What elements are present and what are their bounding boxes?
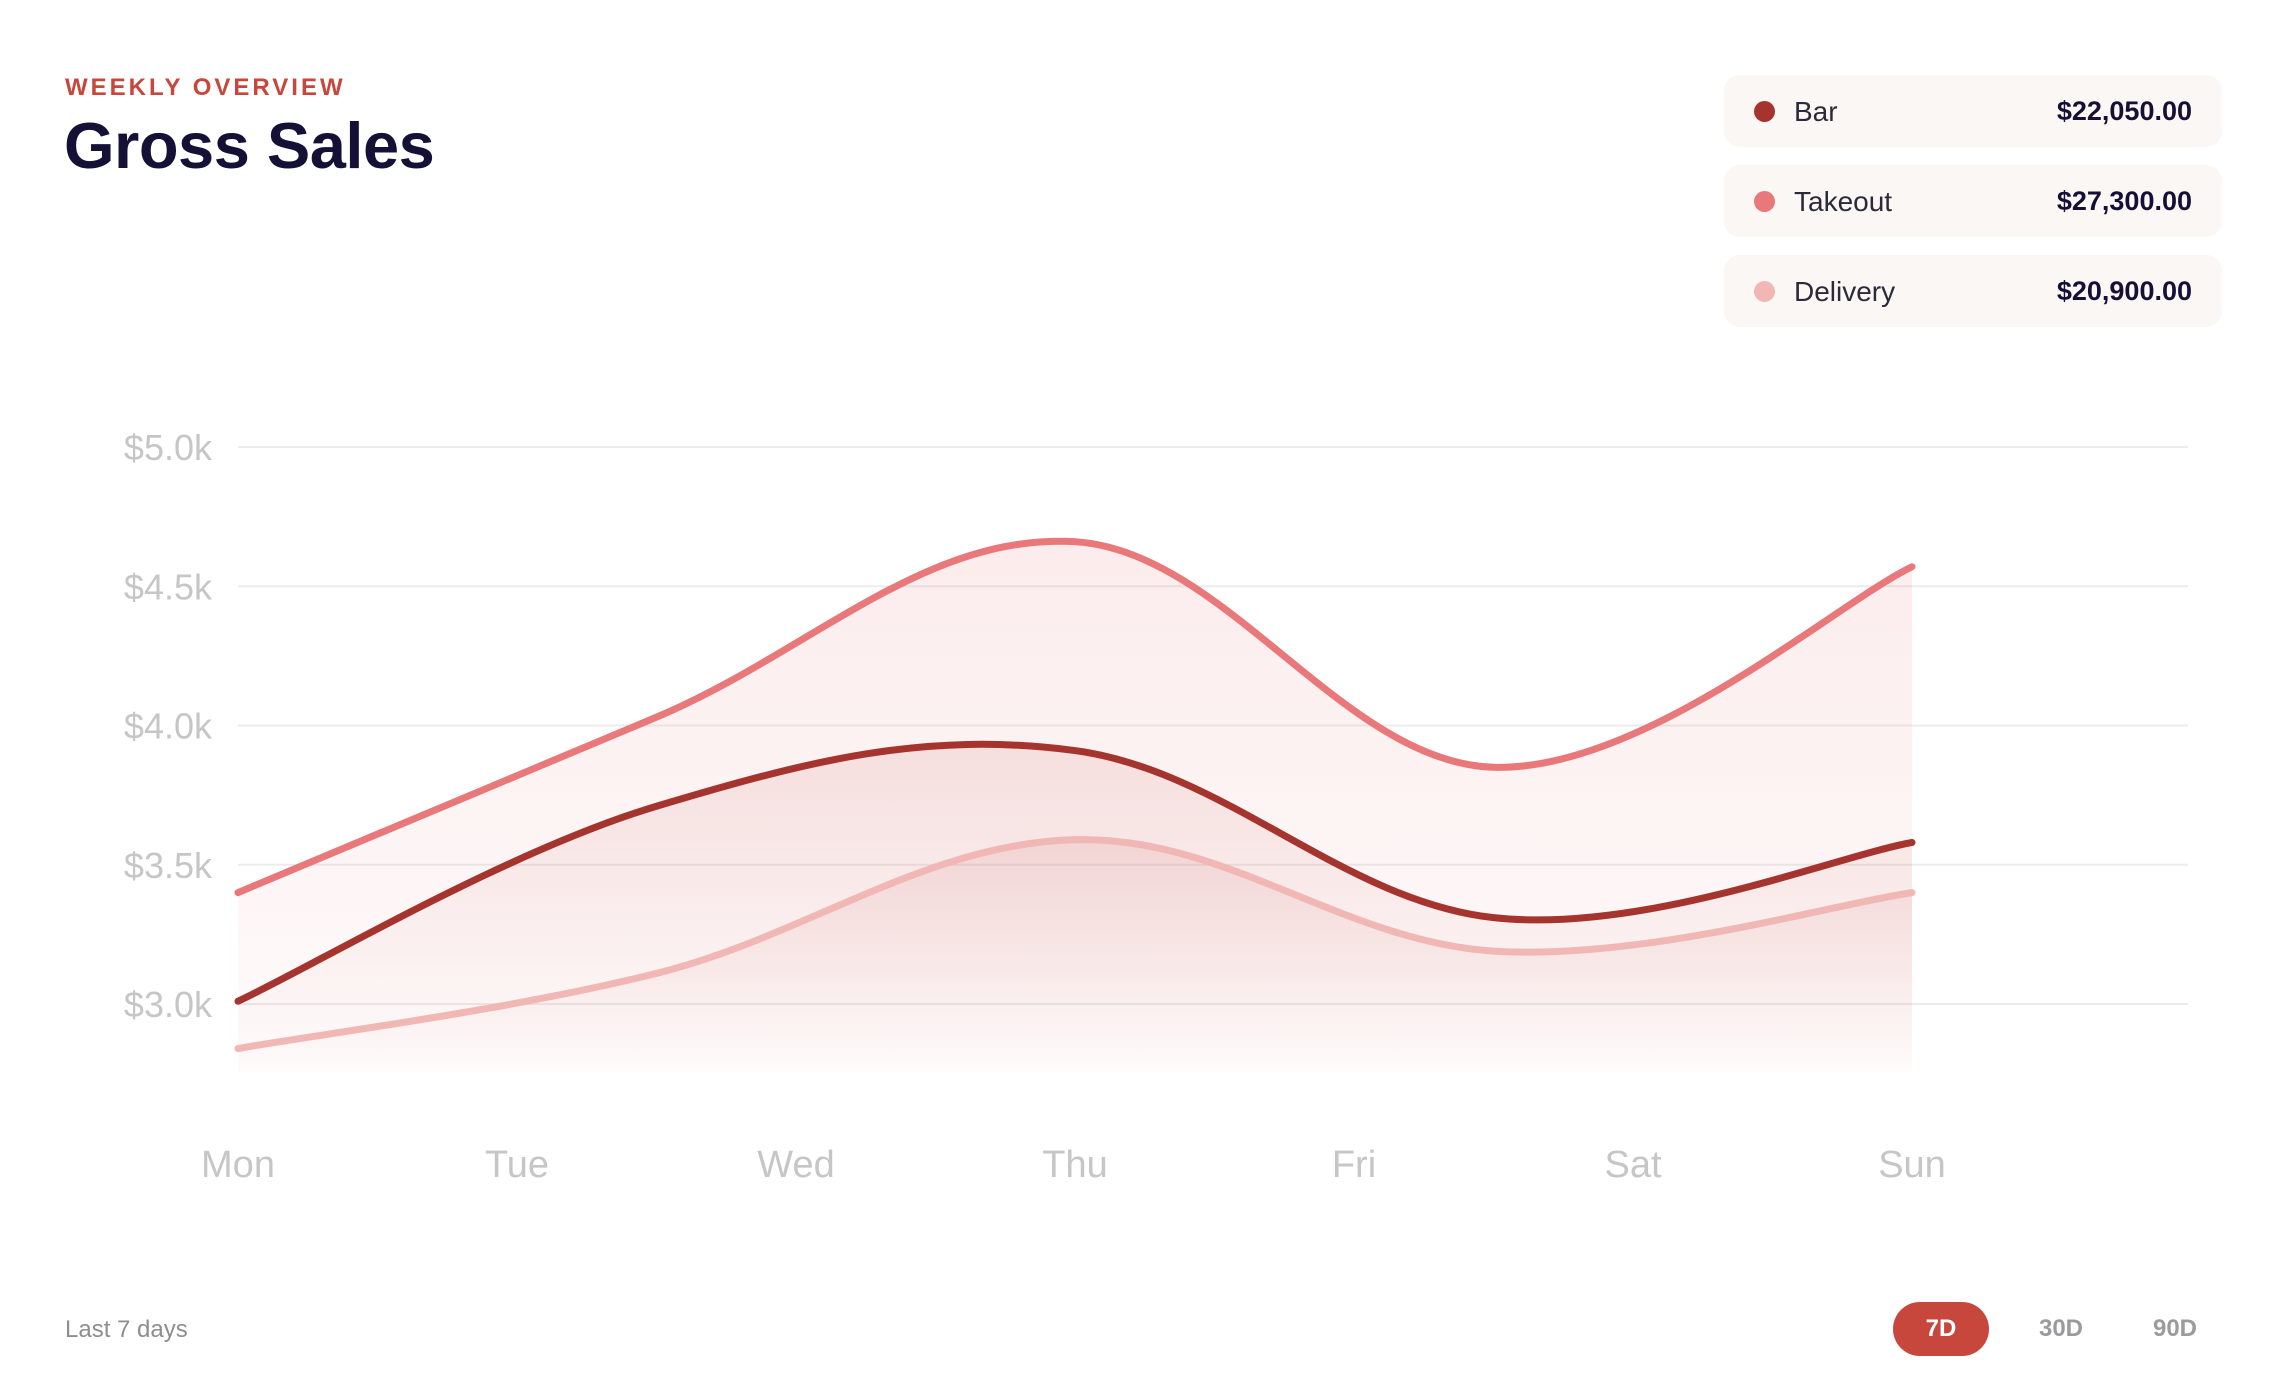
chart-title: Gross Sales — [64, 109, 435, 182]
x-axis: Mon Tue Wed Thu Fri Sat Sun — [201, 1144, 1946, 1186]
legend-label-bar: Bar — [1794, 96, 1838, 127]
x-tick-label: Wed — [757, 1144, 834, 1186]
chart-eyebrow: WEEKLY OVERVIEW — [65, 74, 346, 101]
range-tab-90d[interactable]: 90D — [2152, 1315, 2198, 1342]
legend-item-bar[interactable]: Bar $22,050.00 — [1724, 75, 2222, 147]
legend-label-takeout: Takeout — [1794, 186, 1893, 217]
series-line-bar — [234, 740, 1916, 1005]
x-tick-label: Fri — [1332, 1144, 1376, 1186]
legend: Bar $22,050.00 Takeout $27,300.00 Delive… — [1724, 75, 2222, 345]
legend-value-bar: $22,050.00 — [2056, 96, 2192, 126]
y-tick-label: $4.0k — [124, 706, 213, 747]
area-layer — [238, 541, 1912, 1072]
series-line-delivery — [234, 836, 1916, 1053]
range-tabs: 7D 30D 90D — [1893, 1302, 2223, 1356]
x-tick-label: Thu — [1042, 1144, 1107, 1186]
range-tab-7d[interactable]: 7D — [1893, 1302, 1989, 1356]
legend-value-takeout: $27,300.00 — [2056, 186, 2192, 216]
legend-dot-takeout — [1754, 191, 1775, 212]
x-tick-label: Sat — [1604, 1144, 1661, 1186]
date-range-note: Last 7 days — [65, 1316, 188, 1343]
range-tab-30d[interactable]: 30D — [2038, 1315, 2084, 1342]
x-tick-label: Mon — [201, 1144, 275, 1186]
x-tick-label: Tue — [485, 1144, 549, 1186]
legend-item-takeout[interactable]: Takeout $27,300.00 — [1724, 165, 2222, 237]
legend-dot-bar — [1754, 101, 1775, 122]
x-tick-label: Sun — [1878, 1144, 1946, 1186]
legend-item-delivery[interactable]: Delivery $20,900.00 — [1724, 255, 2222, 327]
series-area-delivery — [238, 839, 1912, 1072]
legend-value-delivery: $20,900.00 — [2056, 276, 2192, 306]
y-tick-label: $3.5k — [124, 845, 213, 886]
y-tick-label: $5.0k — [124, 427, 213, 468]
series-line-takeout — [234, 537, 1916, 897]
y-tick-label: $3.0k — [124, 984, 213, 1025]
line-layer — [234, 537, 1916, 1053]
legend-label-delivery: Delivery — [1794, 276, 1896, 307]
y-tick-label: $4.5k — [124, 566, 213, 607]
y-axis: $3.0k $3.5k $4.0k $4.5k $5.0k — [124, 427, 213, 1025]
legend-dot-delivery — [1754, 281, 1775, 302]
